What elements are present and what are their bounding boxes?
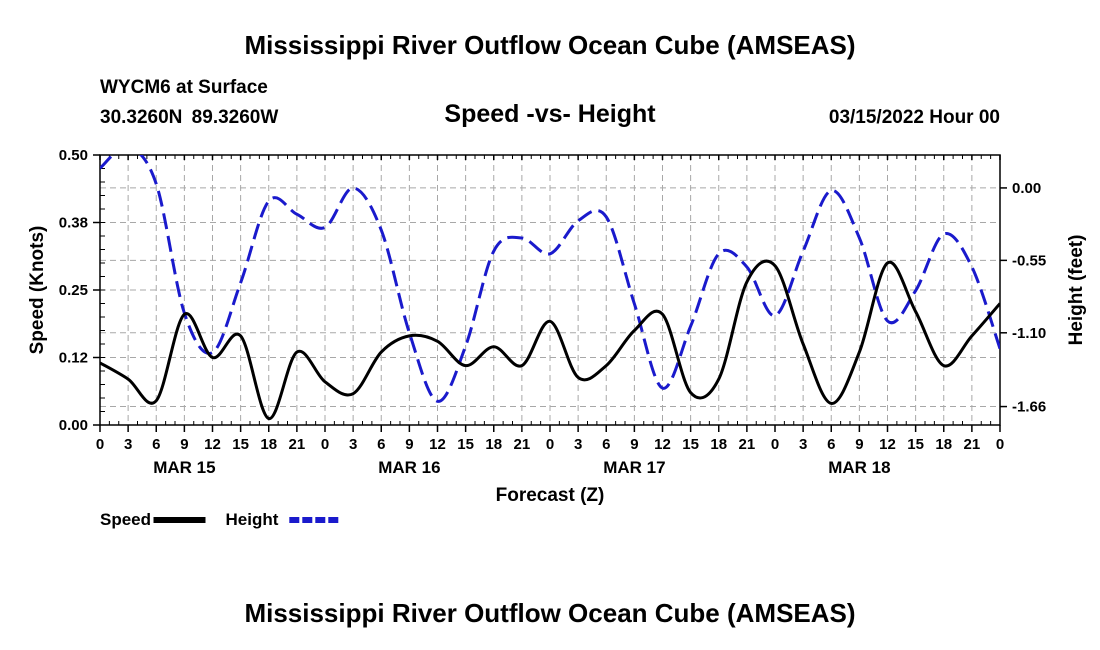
x-tick-label: 3 [574, 436, 582, 453]
x-tick-label: 15 [907, 436, 924, 453]
x-tick-label: 9 [630, 436, 638, 453]
x-tick-label: 0 [96, 436, 104, 453]
y2-tick-label: 0.00 [1012, 180, 1041, 197]
day-label: MAR 15 [153, 458, 215, 477]
series-line-height [100, 155, 1000, 403]
y-tick-label: 0.50 [59, 147, 88, 164]
x-tick-label: 0 [546, 436, 554, 453]
y2-tick-label: -1.10 [1012, 325, 1046, 342]
x-tick-label: 3 [349, 436, 357, 453]
x-tick-label: 12 [879, 436, 896, 453]
grid-lines [99, 155, 1001, 425]
x-tick-label: 21 [289, 436, 306, 453]
forecast-datetime: 03/15/2022 Hour 00 [828, 107, 1000, 128]
y2-tick-label: -1.66 [1012, 399, 1046, 416]
x-tick-label: 12 [204, 436, 221, 453]
footer-title: Mississippi River Outflow Ocean Cube (AM… [244, 598, 856, 628]
legend-label-speed: Speed [100, 510, 151, 529]
x-tick-label: 0 [996, 436, 1004, 453]
series-line-speed [100, 259, 1000, 420]
x-tick-label: 6 [827, 436, 835, 453]
data-series [100, 155, 1000, 420]
plot-frame [99, 154, 1001, 426]
x-tick-label: 15 [682, 436, 699, 453]
x-tick-label: 3 [124, 436, 132, 453]
x-tick-label: 3 [799, 436, 807, 453]
x-tick-label: 9 [180, 436, 188, 453]
x-axis-label: Forecast (Z) [496, 485, 605, 506]
x-tick-label: 21 [739, 436, 756, 453]
x-tick-label: 15 [232, 436, 249, 453]
y-tick-label: 0.00 [59, 417, 88, 434]
y-tick-label: 0.12 [59, 350, 88, 367]
x-tick-label: 18 [485, 436, 502, 453]
station-name: WYCM6 at Surface [100, 77, 268, 98]
x-tick-label: 6 [152, 436, 160, 453]
y-tick-label: 0.25 [59, 282, 88, 299]
x-tick-label: 18 [935, 436, 952, 453]
speed-height-chart: 0 3 6 9 12 15 18 21 0 3 6 9 12 15 18 21 0 3 6 9 12 15 18 21 0 3 6 9… [27, 147, 1087, 529]
y2-axis-label: Height (feet) [1066, 235, 1087, 346]
axis-ticks: 0 3 6 9 12 15 18 21 0 3 6 9 12 15 18 21 0 3 6 9 12 15 18 21 0 3 6 9… [59, 147, 1046, 477]
x-tick-label: 6 [602, 436, 610, 453]
chart-title: Mississippi River Outflow Ocean Cube (AM… [244, 30, 856, 60]
x-tick-label: 9 [405, 436, 413, 453]
x-tick-label: 6 [377, 436, 385, 453]
day-label: MAR 16 [378, 458, 440, 477]
chart-subtitle: Speed -vs- Height [444, 100, 656, 128]
x-tick-label: 12 [654, 436, 671, 453]
x-tick-label: 0 [771, 436, 779, 453]
station-coordinates: 30.3260N 89.3260W [100, 107, 279, 128]
y-tick-label: 0.38 [59, 215, 88, 232]
x-tick-label: 0 [321, 436, 329, 453]
x-tick-label: 21 [964, 436, 981, 453]
x-tick-label: 15 [457, 436, 474, 453]
legend-label-height: Height [226, 510, 279, 529]
x-tick-label: 18 [710, 436, 727, 453]
x-tick-label: 9 [855, 436, 863, 453]
y2-tick-label: -0.55 [1012, 252, 1046, 269]
legend: Speed Height [100, 510, 342, 529]
day-label: MAR 18 [828, 458, 890, 477]
x-tick-label: 21 [514, 436, 531, 453]
x-tick-label: 12 [429, 436, 446, 453]
day-label: MAR 17 [603, 458, 665, 477]
y-axis-label: Speed (Knots) [27, 226, 48, 355]
axis-labels: Forecast (Z) Speed (Knots) Height (feet) [27, 226, 1087, 506]
x-tick-label: 18 [260, 436, 277, 453]
